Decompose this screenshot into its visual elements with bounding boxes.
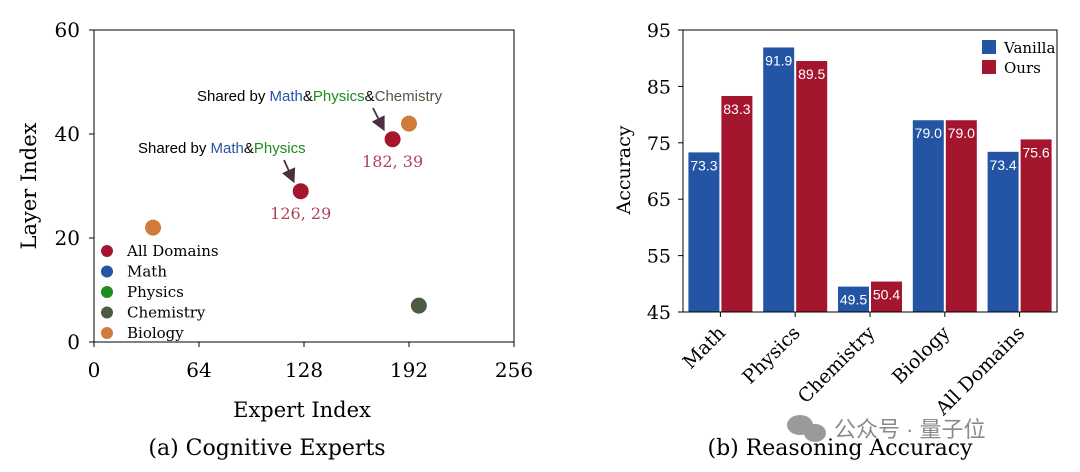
- bar: [871, 281, 902, 312]
- scatter-y-axis-label: Layer Index: [17, 122, 41, 249]
- bar-y-ticks: 45 55 65 75 85 95: [647, 20, 683, 324]
- annotation-arrow: [282, 159, 296, 184]
- bar-caption: (b) Reasoning Accuracy: [707, 436, 973, 461]
- x-tick-label: 128: [285, 358, 323, 382]
- y-tick-label: 20: [55, 226, 80, 250]
- legend-marker: [101, 327, 113, 339]
- scatter-point: [401, 115, 417, 132]
- annotation-amp: &: [244, 140, 254, 157]
- legend-marker: [101, 306, 113, 319]
- scatter-point: [384, 131, 401, 148]
- bar: [838, 286, 869, 312]
- scatter-y-ticks: 0 20 40 60: [55, 18, 94, 354]
- bar: [721, 95, 753, 312]
- point-label: 182, 39: [362, 152, 423, 171]
- legend-marker: [101, 265, 113, 278]
- y-tick-label: 75: [647, 133, 671, 155]
- bar-value-label: 83.3: [723, 101, 750, 117]
- bar-value-label: 89.5: [798, 66, 825, 82]
- annotation-math: Math: [270, 88, 303, 105]
- annotation-math-physics: Shared by Math&Physics: [138, 140, 306, 157]
- annotation-physics: Physics: [254, 140, 306, 157]
- bar: [763, 47, 795, 312]
- legend-label: Chemistry: [127, 304, 206, 322]
- x-tick-label: Math: [679, 322, 730, 373]
- scatter-points: 126, 29 182, 39: [145, 115, 427, 314]
- legend-swatch: [982, 40, 996, 54]
- legend-marker: [101, 245, 113, 257]
- y-tick-label: 85: [647, 76, 671, 98]
- x-tick-label: Physics: [738, 322, 804, 388]
- legend-label: Vanilla: [1003, 39, 1055, 57]
- y-tick-label: 60: [55, 18, 80, 42]
- annotation-arrow: [371, 107, 385, 132]
- bar-value-label: 73.4: [989, 157, 1016, 173]
- y-tick-label: 0: [67, 330, 80, 354]
- scatter-point: [410, 297, 427, 314]
- y-tick-label: 45: [647, 302, 671, 324]
- y-tick-label: 55: [647, 246, 671, 268]
- bar: [987, 151, 1019, 312]
- wechat-icon: [787, 415, 826, 442]
- scatter-caption: (a) Cognitive Experts: [148, 436, 385, 461]
- bar: [945, 120, 977, 313]
- y-tick-label: 65: [647, 189, 671, 211]
- x-tick-label: Biology: [888, 322, 955, 389]
- bar: [912, 120, 944, 313]
- bar-value-label: 75.6: [1022, 144, 1049, 160]
- scatter-x-axis-label: Expert Index: [233, 398, 371, 422]
- legend-label: Physics: [127, 283, 184, 301]
- bar-value-label: 79.0: [915, 125, 942, 141]
- x-tick-label: 0: [88, 358, 101, 382]
- bar: [688, 152, 720, 312]
- x-tick-label: 256: [495, 358, 533, 382]
- watermark: 公众号 · 量子位: [787, 415, 986, 442]
- watermark-text: 公众号 · 量子位: [834, 417, 986, 442]
- legend-swatch: [982, 60, 996, 74]
- point-label: 126, 29: [270, 204, 331, 223]
- bar: [1020, 139, 1052, 312]
- bar-value-label: 49.5: [840, 292, 867, 308]
- annotation-math-physics-chemistry: Shared by Math&Physics&Chemistry: [197, 88, 443, 105]
- bar-value-label: 73.3: [690, 157, 717, 173]
- annotation-amp: &: [303, 88, 313, 105]
- x-tick-label: 64: [186, 358, 211, 382]
- bar-legend: Vanilla Ours: [982, 39, 1055, 77]
- legend-label: Ours: [1004, 59, 1041, 77]
- bar-y-axis-label: Accuracy: [613, 125, 635, 215]
- bar: [796, 61, 828, 312]
- bar-value-label: 79.0: [948, 125, 975, 141]
- scatter-point: [145, 219, 162, 236]
- y-tick-label: 95: [647, 20, 671, 42]
- annotation-physics: Physics: [313, 88, 365, 105]
- annotation-prefix: Shared by: [197, 88, 270, 105]
- legend-label: All Domains: [126, 242, 219, 260]
- bar-value-label: 50.4: [873, 287, 900, 303]
- scatter-chart: 0 20 40 60 0 64 128 192 256 Layer Index Expert …: [17, 18, 533, 461]
- bar-chart: 73.3 83.3 91.9 89.5 49.5 50.4 79.0 79.0 73.4 75.6…: [613, 20, 1058, 461]
- bar-series: 73.3 83.3 91.9 89.5 49.5 50.4 79.0 79.0 73.4 75.6: [688, 47, 1052, 313]
- legend-label: Biology: [127, 324, 184, 342]
- x-tick-label: Chemistry: [794, 322, 880, 408]
- bar-value-label: 91.9: [765, 52, 792, 68]
- x-tick-label: 192: [390, 358, 428, 382]
- scatter-point: [292, 183, 309, 200]
- legend-label: Math: [127, 263, 167, 281]
- legend-marker: [101, 286, 113, 298]
- annotation-amp: &: [365, 88, 375, 105]
- scatter-x-ticks: 0 64 128 192 256: [88, 342, 533, 382]
- scatter-legend: All Domains Math Physics Chemistry Biology: [101, 242, 219, 342]
- annotation-math: Math: [211, 140, 244, 157]
- annotation-prefix: Shared by: [138, 140, 211, 157]
- y-tick-label: 40: [55, 122, 80, 146]
- annotation-chemistry: Chemistry: [375, 88, 443, 105]
